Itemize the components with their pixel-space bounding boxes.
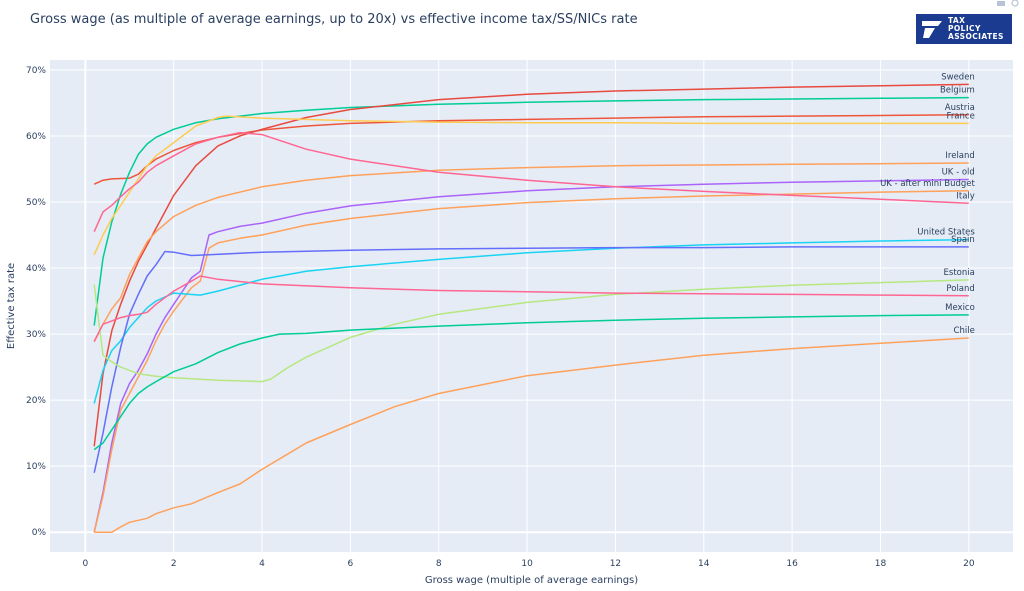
series-label-united-states: United States [917,228,975,238]
x-axis-ticks: 0 2 4 6 8 10 12 14 16 18 20 [82,559,974,569]
zoom-icon[interactable] [1011,0,1019,7]
x-tick-label: 16 [786,559,798,569]
x-tick-label: 0 [82,559,88,569]
tax-policy-associates-logo: TAX POLICY ASSOCIATES [916,14,1012,44]
series-line-spain [93,246,969,473]
series-label-poland: Poland [946,284,974,294]
series-label-uk-old: UK - old [942,168,975,178]
y-tick-label: 20% [26,396,46,406]
series-label-france: France [947,111,975,121]
series-labels: Austria Belgium Sweden France Ireland UK - ol… [880,72,975,336]
x-tick-label: 8 [436,559,442,569]
series-line-mexico [93,314,969,451]
series-line-poland [93,275,969,342]
series-line-france [93,115,969,256]
series-line-sweden [93,83,969,447]
y-axis-ticks: 0% 10% 20% 30% 40% 50% 60% 70% [26,66,46,538]
x-tick-label: 14 [698,559,710,569]
series-label-belgium: Belgium [940,86,975,96]
y-tick-label: 50% [26,198,46,208]
series-label-estonia: Estonia [944,268,975,278]
series-line-chile [94,337,969,533]
logo-text: TAX POLICY ASSOCIATES [948,17,1004,41]
series-label-spain: Spain [951,235,975,245]
y-tick-label: 10% [26,462,46,472]
plot-area [50,60,1013,552]
x-axis-title: Gross wage (multiple of average earnings… [425,575,638,586]
series-line-belgium [93,96,969,326]
logo-text-line-1: TAX [948,16,966,25]
y-tick-label: 40% [26,264,46,274]
series-label-sweden: Sweden [941,72,975,82]
series-label-ireland: Ireland [945,151,974,161]
x-tick-label: 2 [171,559,177,569]
x-tick-label: 18 [875,559,887,569]
series-label-chile: Chile [954,326,975,336]
series-line-uk-after-mini-budget [93,190,969,533]
series-line-austria [93,114,969,185]
series-line-ireland [93,162,969,343]
series-label-austria: Austria [945,103,975,113]
series-label-uk-after-mini-budget: UK - after mini Budget [880,179,975,189]
y-tick-label: 60% [26,132,46,142]
y-axis-title: Effective tax rate [6,263,17,349]
x-tick-label: 6 [348,559,354,569]
logo-text-line-3: ASSOCIATES [948,32,1004,41]
x-tick-label: 12 [610,559,621,569]
logo-text-line-2: POLICY [948,24,981,33]
x-tick-label: 10 [521,559,533,569]
series-line-estonia [93,279,969,383]
chart-title: Gross wage (as multiple of average earni… [30,12,638,27]
modebar[interactable] [995,0,1023,8]
x-tick-label: 20 [963,559,975,569]
camera-icon[interactable] [997,1,1005,6]
y-tick-label: 0% [32,528,47,538]
series-lines [93,83,969,533]
y-tick-label: 70% [26,66,46,76]
logo-mark-icon [922,21,942,38]
series-label-mexico: Mexico [945,303,975,313]
series-line-italy [93,131,969,233]
y-tick-label: 30% [26,330,46,340]
x-tick-label: 4 [259,559,265,569]
series-label-italy: Italy [956,191,974,201]
